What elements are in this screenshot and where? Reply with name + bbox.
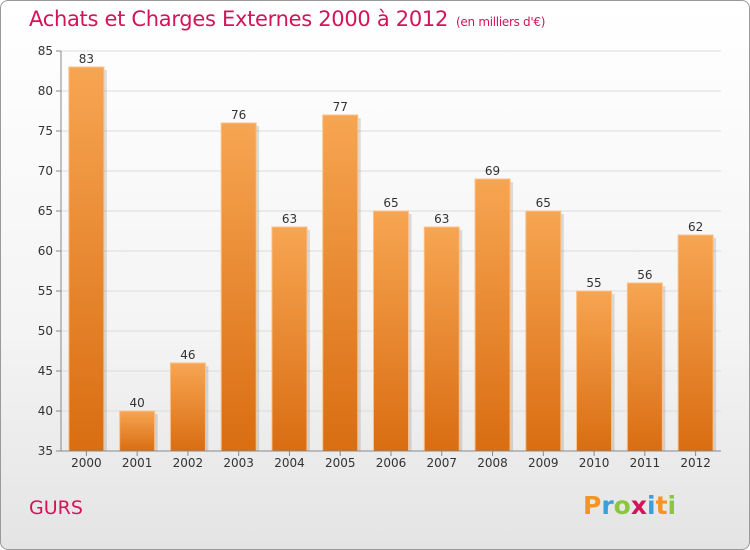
bar-2006 <box>373 210 409 452</box>
data-label-2012: 62 <box>688 220 703 234</box>
data-label-2011: 56 <box>637 268 652 282</box>
data-label-2000: 83 <box>79 52 94 66</box>
bar-2011 <box>626 282 663 452</box>
logo-letter-4: i <box>647 491 656 520</box>
chart-title: Achats et Charges Externes 2000 à 2012 (e… <box>29 7 545 31</box>
x-tick-label-2011: 2011 <box>630 456 661 470</box>
y-tick-label-85: 85 <box>38 44 53 58</box>
y-tick-label-60: 60 <box>38 244 53 258</box>
x-tick-label-2007: 2007 <box>426 456 457 470</box>
y-tick-label-35: 35 <box>38 444 53 458</box>
chart-unit-label: (en milliers d'€) <box>456 15 546 29</box>
y-tick-label-50: 50 <box>38 324 53 338</box>
bar-2001 <box>119 410 156 452</box>
x-tick-label-2005: 2005 <box>325 456 356 470</box>
y-tick-label-40: 40 <box>38 404 53 418</box>
data-label-2009: 65 <box>536 196 551 210</box>
data-label-2006: 65 <box>383 196 398 210</box>
data-label-2005: 77 <box>333 100 348 114</box>
y-tick-label-45: 45 <box>38 364 53 378</box>
x-tick-label-2003: 2003 <box>223 456 254 470</box>
place-name: GURS <box>29 497 83 519</box>
x-tick-label-2004: 2004 <box>274 456 305 470</box>
y-tick-label-65: 65 <box>38 204 53 218</box>
x-tick-label-2012: 2012 <box>680 456 711 470</box>
y-axis: 35 40 45 50 55 60 65 70 75 80 85 <box>38 44 62 458</box>
bar-2002 <box>169 362 206 452</box>
bar-2005 <box>322 114 359 452</box>
data-label-2010: 55 <box>586 276 601 290</box>
x-tick-label-2000: 2000 <box>71 456 102 470</box>
bars: 83 40 46 76 63 77 65 63 69 65 55 56 62 <box>68 52 717 452</box>
y-tick-label-80: 80 <box>38 84 53 98</box>
logo-letter-5: t <box>655 491 668 520</box>
bar-2008 <box>474 178 511 452</box>
proxiti-logo[interactable]: Proxiti <box>583 491 676 520</box>
bar-2009 <box>525 210 562 452</box>
x-tick-label-2008: 2008 <box>477 456 508 470</box>
data-label-2004: 63 <box>282 212 297 226</box>
bar-2003 <box>220 122 257 452</box>
chart-title-text: Achats et Charges Externes 2000 à 2012 <box>29 7 449 31</box>
y-tick-label-55: 55 <box>38 284 53 298</box>
x-tick-label-2001: 2001 <box>122 456 153 470</box>
x-tick-label-2009: 2009 <box>528 456 559 470</box>
data-label-2002: 46 <box>180 348 195 362</box>
logo-letter-6: i <box>667 491 677 520</box>
x-tick-label-2006: 2006 <box>376 456 407 470</box>
x-axis: 2000 2001 2002 2003 2004 2005 2006 2007 2008 2009… <box>61 450 721 470</box>
bar-2007 <box>423 226 460 452</box>
logo-letter-3: x <box>630 491 647 520</box>
data-label-2007: 63 <box>434 212 449 226</box>
logo-letter-1: r <box>601 491 614 520</box>
bar-2004 <box>271 226 308 452</box>
logo-letter-2: o <box>613 491 631 520</box>
x-tick-label-2010: 2010 <box>579 456 610 470</box>
bar-2012 <box>677 234 714 452</box>
bar-2010 <box>576 290 613 452</box>
logo-letter-0: P <box>583 491 602 520</box>
data-label-2001: 40 <box>130 396 145 410</box>
x-tick-label-2002: 2002 <box>173 456 204 470</box>
bar-2000 <box>68 66 105 452</box>
y-tick-label-70: 70 <box>38 164 53 178</box>
y-tick-label-75: 75 <box>38 124 53 138</box>
data-label-2003: 76 <box>231 108 246 122</box>
data-label-2008: 69 <box>485 164 500 178</box>
